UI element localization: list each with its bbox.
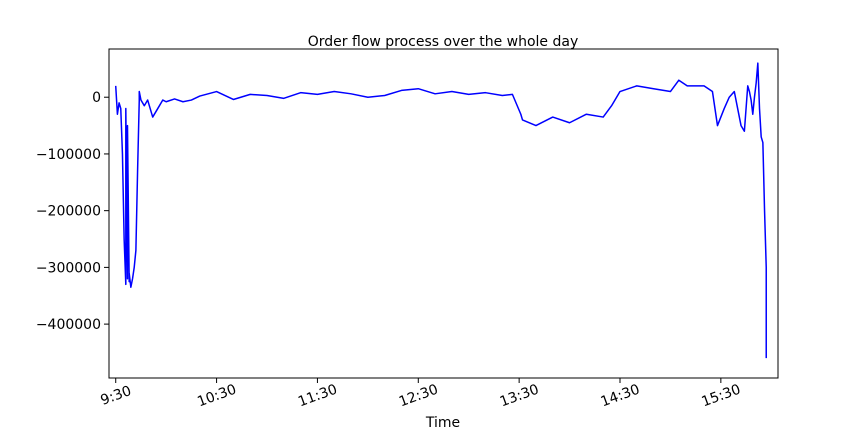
series-line-0 [114,62,767,359]
x-axis-label: Time [425,415,460,431]
y-tick-label: −400000 [36,317,101,333]
y-tick-label: 0 [92,90,101,106]
y-tick-label: −300000 [36,260,101,276]
series-layer [114,62,767,359]
y-tick-label: −200000 [36,204,101,220]
plot-frame [108,48,779,379]
chart-title: Order flow process over the whole day [308,34,578,50]
y-axis: 0 −100000 −200000 −300000 −400000 [36,90,109,333]
y-tick-label: −100000 [36,147,101,163]
